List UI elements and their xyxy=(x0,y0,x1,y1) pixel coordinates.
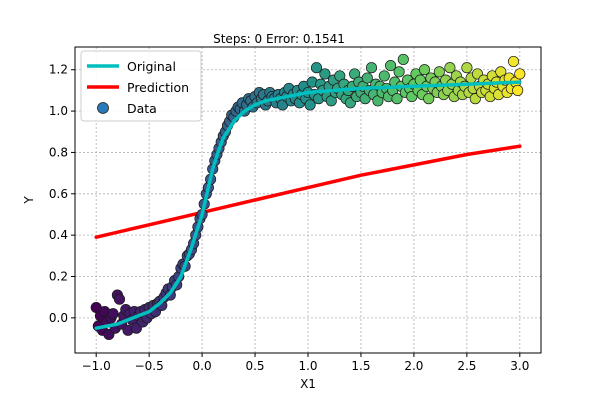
x-tick-label: 1.5 xyxy=(351,359,370,373)
y-tick-label: 0.4 xyxy=(49,228,68,242)
x-tick-label: 3.0 xyxy=(510,359,529,373)
prediction-line xyxy=(94,144,522,239)
x-tick-label: 0.5 xyxy=(245,359,264,373)
x-tick-label: −0.5 xyxy=(135,359,164,373)
x-tick-label: 1.0 xyxy=(298,359,317,373)
x-tick-label: 0.0 xyxy=(193,359,212,373)
data-point xyxy=(365,62,378,74)
data-point xyxy=(418,64,431,76)
y-tick-label: 0.0 xyxy=(49,311,68,325)
data-point xyxy=(378,70,390,82)
legend-box xyxy=(80,50,202,122)
data-point xyxy=(393,66,405,78)
y-tick-label: 0.8 xyxy=(49,145,68,159)
chart-title: Steps: 0 Error: 0.1541 xyxy=(213,32,345,46)
data-point xyxy=(113,293,126,305)
data-point xyxy=(310,62,323,74)
y-tick-label: 0.2 xyxy=(49,270,68,284)
data-point xyxy=(391,93,403,105)
legend-label-prediction: Prediction xyxy=(127,80,189,95)
y-tick-label: 0.6 xyxy=(49,187,68,201)
y-axis-label: Y xyxy=(22,196,36,205)
data-point xyxy=(507,55,520,68)
x-axis-label: X1 xyxy=(300,377,316,391)
data-point xyxy=(361,72,373,84)
data-point xyxy=(423,93,435,105)
data-point xyxy=(514,68,526,80)
data-point xyxy=(397,53,409,65)
data-point xyxy=(461,62,473,74)
y-tick-label: 1.0 xyxy=(49,104,68,118)
x-tick-label: 2.0 xyxy=(404,359,423,373)
legend-swatch-data xyxy=(97,102,109,114)
x-tick-label: 2.5 xyxy=(457,359,476,373)
prediction-series xyxy=(94,144,522,239)
original-line xyxy=(94,80,522,330)
y-axis-ticks: 0.0 0.2 0.4 0.6 0.8 1.0 1.2 xyxy=(49,63,75,325)
x-tick-label: −1.0 xyxy=(82,359,111,373)
original-series xyxy=(94,80,522,330)
data-point xyxy=(444,62,456,74)
legend: Original Prediction Data xyxy=(80,50,202,122)
data-point xyxy=(512,84,524,96)
data-point xyxy=(304,99,316,111)
data-point xyxy=(385,60,397,72)
legend-label-data: Data xyxy=(127,101,157,116)
data-point xyxy=(107,308,119,320)
data-point xyxy=(433,66,445,78)
x-axis-ticks: −1.0 −0.5 0.0 0.5 1.0 1.5 2.0 2.5 3.0 xyxy=(82,353,529,373)
y-tick-label: 1.2 xyxy=(49,63,68,77)
data-point xyxy=(319,68,331,80)
legend-label-original: Original xyxy=(127,59,176,74)
